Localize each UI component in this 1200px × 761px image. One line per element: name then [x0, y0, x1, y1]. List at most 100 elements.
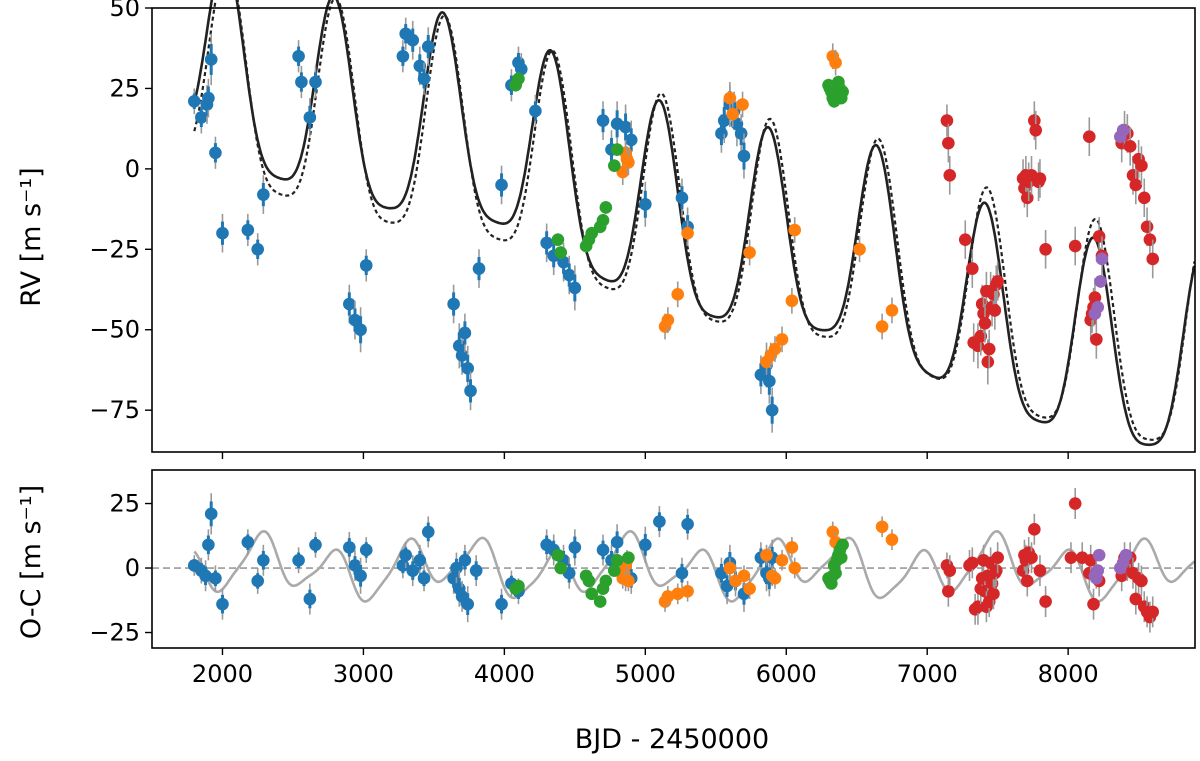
purple-point — [1094, 275, 1107, 288]
green-point — [608, 564, 621, 577]
orange-point — [768, 572, 782, 585]
blue-point — [202, 91, 215, 105]
purple-point — [1091, 564, 1105, 577]
rv-model-curves — [193, 0, 1196, 447]
orange-point — [788, 223, 802, 237]
red-point — [1039, 243, 1052, 256]
blue-point — [251, 243, 265, 256]
green-point — [610, 553, 624, 567]
green-point — [599, 201, 613, 214]
blue-point — [675, 191, 689, 205]
blue-point — [557, 255, 570, 269]
red-point — [1020, 574, 1034, 588]
red-point — [1087, 597, 1100, 611]
blue-point — [209, 572, 222, 585]
red-point — [982, 342, 996, 356]
x-axis-label: BJD - 2450000 — [575, 724, 769, 755]
red-point — [981, 355, 995, 369]
blue-point — [209, 146, 222, 160]
blue-point — [399, 548, 413, 562]
orange-point — [785, 541, 799, 554]
blue-point — [202, 538, 215, 552]
green-point — [512, 579, 525, 593]
axes-frame — [151, 7, 1196, 453]
green-point — [554, 246, 568, 259]
x-tick-label: 6000 — [756, 660, 817, 688]
blue-point — [343, 541, 356, 554]
blue-point — [204, 507, 218, 521]
blue-point — [610, 535, 624, 549]
blue-point — [458, 553, 472, 567]
red-point — [942, 136, 955, 150]
orange-point — [875, 320, 889, 333]
green-point — [554, 561, 568, 575]
blue-point — [417, 572, 431, 585]
red-point — [1137, 191, 1151, 205]
green-point — [582, 574, 596, 588]
orange-point — [661, 313, 675, 327]
red-point — [1129, 592, 1143, 606]
rv-model-solid — [193, 0, 1196, 447]
blue-point — [455, 349, 469, 362]
residual-axis: 25 0 −25 2000 3000 4000 5000 6000 7000 8000 — [89, 469, 1196, 688]
red-point — [1140, 220, 1154, 234]
blue-point — [653, 515, 666, 528]
blue-point — [359, 543, 373, 557]
y-tick-label: −50 — [89, 316, 140, 344]
blue-point — [472, 262, 486, 275]
green-point — [836, 85, 849, 98]
residual-data-points — [187, 488, 1160, 633]
red-point — [1068, 497, 1082, 510]
red-point — [1088, 291, 1102, 304]
blue-point — [737, 149, 751, 163]
orange-point — [736, 98, 749, 111]
orange-point — [743, 582, 756, 595]
blue-point — [447, 297, 460, 311]
red-point — [1064, 551, 1078, 565]
purple-point — [1092, 548, 1106, 562]
y-tick-label: 25 — [109, 490, 140, 518]
red-point — [1146, 605, 1160, 619]
blue-point — [348, 559, 362, 572]
blue-point — [763, 374, 776, 388]
blue-point — [309, 538, 322, 552]
red-point — [1129, 178, 1143, 192]
blue-point — [461, 362, 475, 375]
red-point — [1135, 574, 1148, 588]
blue-point — [292, 49, 305, 63]
blue-point — [421, 40, 435, 53]
blue-point — [303, 592, 317, 606]
blue-point — [295, 75, 308, 89]
red-point — [966, 262, 979, 275]
red-point — [1028, 523, 1041, 536]
x-tick-label: 3000 — [333, 660, 394, 688]
orange-point — [768, 342, 782, 356]
orange-point — [661, 590, 675, 603]
y-tick-label: 50 — [109, 0, 140, 22]
orange-point — [775, 553, 789, 567]
rv-axis: 50 25 0 −25 −50 −75 — [89, 0, 1196, 459]
orange-point — [760, 548, 773, 562]
blue-point — [216, 226, 229, 240]
blue-point — [639, 538, 652, 552]
y-tick-label: 0 — [125, 554, 140, 582]
red-point — [1068, 239, 1082, 253]
green-point — [834, 551, 848, 565]
red-point — [989, 564, 1003, 577]
y-tick-label: −75 — [89, 396, 140, 424]
red-point — [1146, 252, 1160, 266]
orange-point — [726, 107, 739, 121]
green-point — [512, 72, 525, 86]
green-point — [829, 566, 842, 580]
rv-model-dashed — [193, 0, 1196, 441]
blue-point — [495, 178, 508, 192]
orange-point — [671, 288, 685, 301]
blue-point — [619, 120, 632, 134]
green-point — [585, 587, 599, 601]
orange-point — [875, 520, 889, 534]
red-point — [1029, 123, 1043, 137]
orange-point — [723, 91, 737, 105]
green-point — [608, 159, 621, 172]
orange-point — [622, 156, 635, 169]
blue-point — [568, 541, 582, 554]
